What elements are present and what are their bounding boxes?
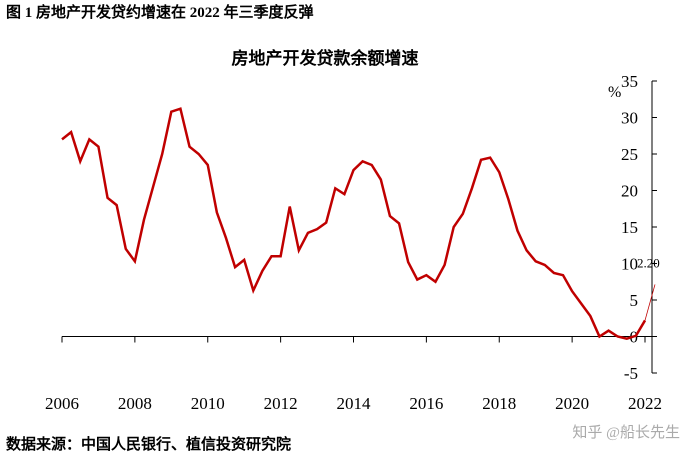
y-tick-label: 10	[621, 255, 638, 274]
y-tick-label: 15	[621, 218, 638, 237]
y-tick-label: 25	[621, 145, 638, 164]
x-tick-label: 2006	[45, 394, 79, 413]
x-tick-label: 2012	[264, 394, 298, 413]
y-tick-label: 30	[621, 109, 638, 128]
figure-caption: 图 1 房地产开发贷约增速在 2022 年三季度反弹	[6, 3, 314, 21]
y-tick-label: -5	[624, 364, 638, 383]
x-tick-label: 2018	[482, 394, 516, 413]
x-tick-label: 2008	[118, 394, 152, 413]
y-tick-label: 35	[621, 72, 638, 91]
chart-title: 房地产开发贷款余额增速	[232, 48, 419, 68]
y-tick-label: 5	[630, 291, 639, 310]
watermark: 知乎 @船长先生	[572, 424, 680, 441]
annotation-leader	[644, 284, 656, 321]
source: 数据来源：中国人民银行、植信投资研究院	[6, 435, 291, 453]
x-tick-label: 2020	[555, 394, 589, 413]
x-tick-label: 2010	[191, 394, 225, 413]
x-tick-label: 2022	[628, 394, 662, 413]
annotation: 2.20	[637, 255, 660, 270]
line-series	[61, 107, 647, 340]
x-tick-label: 2016	[409, 394, 443, 413]
x-tick-label: 2014	[337, 394, 372, 413]
y-unit: %	[608, 84, 621, 101]
y-tick-label: 20	[621, 182, 638, 201]
